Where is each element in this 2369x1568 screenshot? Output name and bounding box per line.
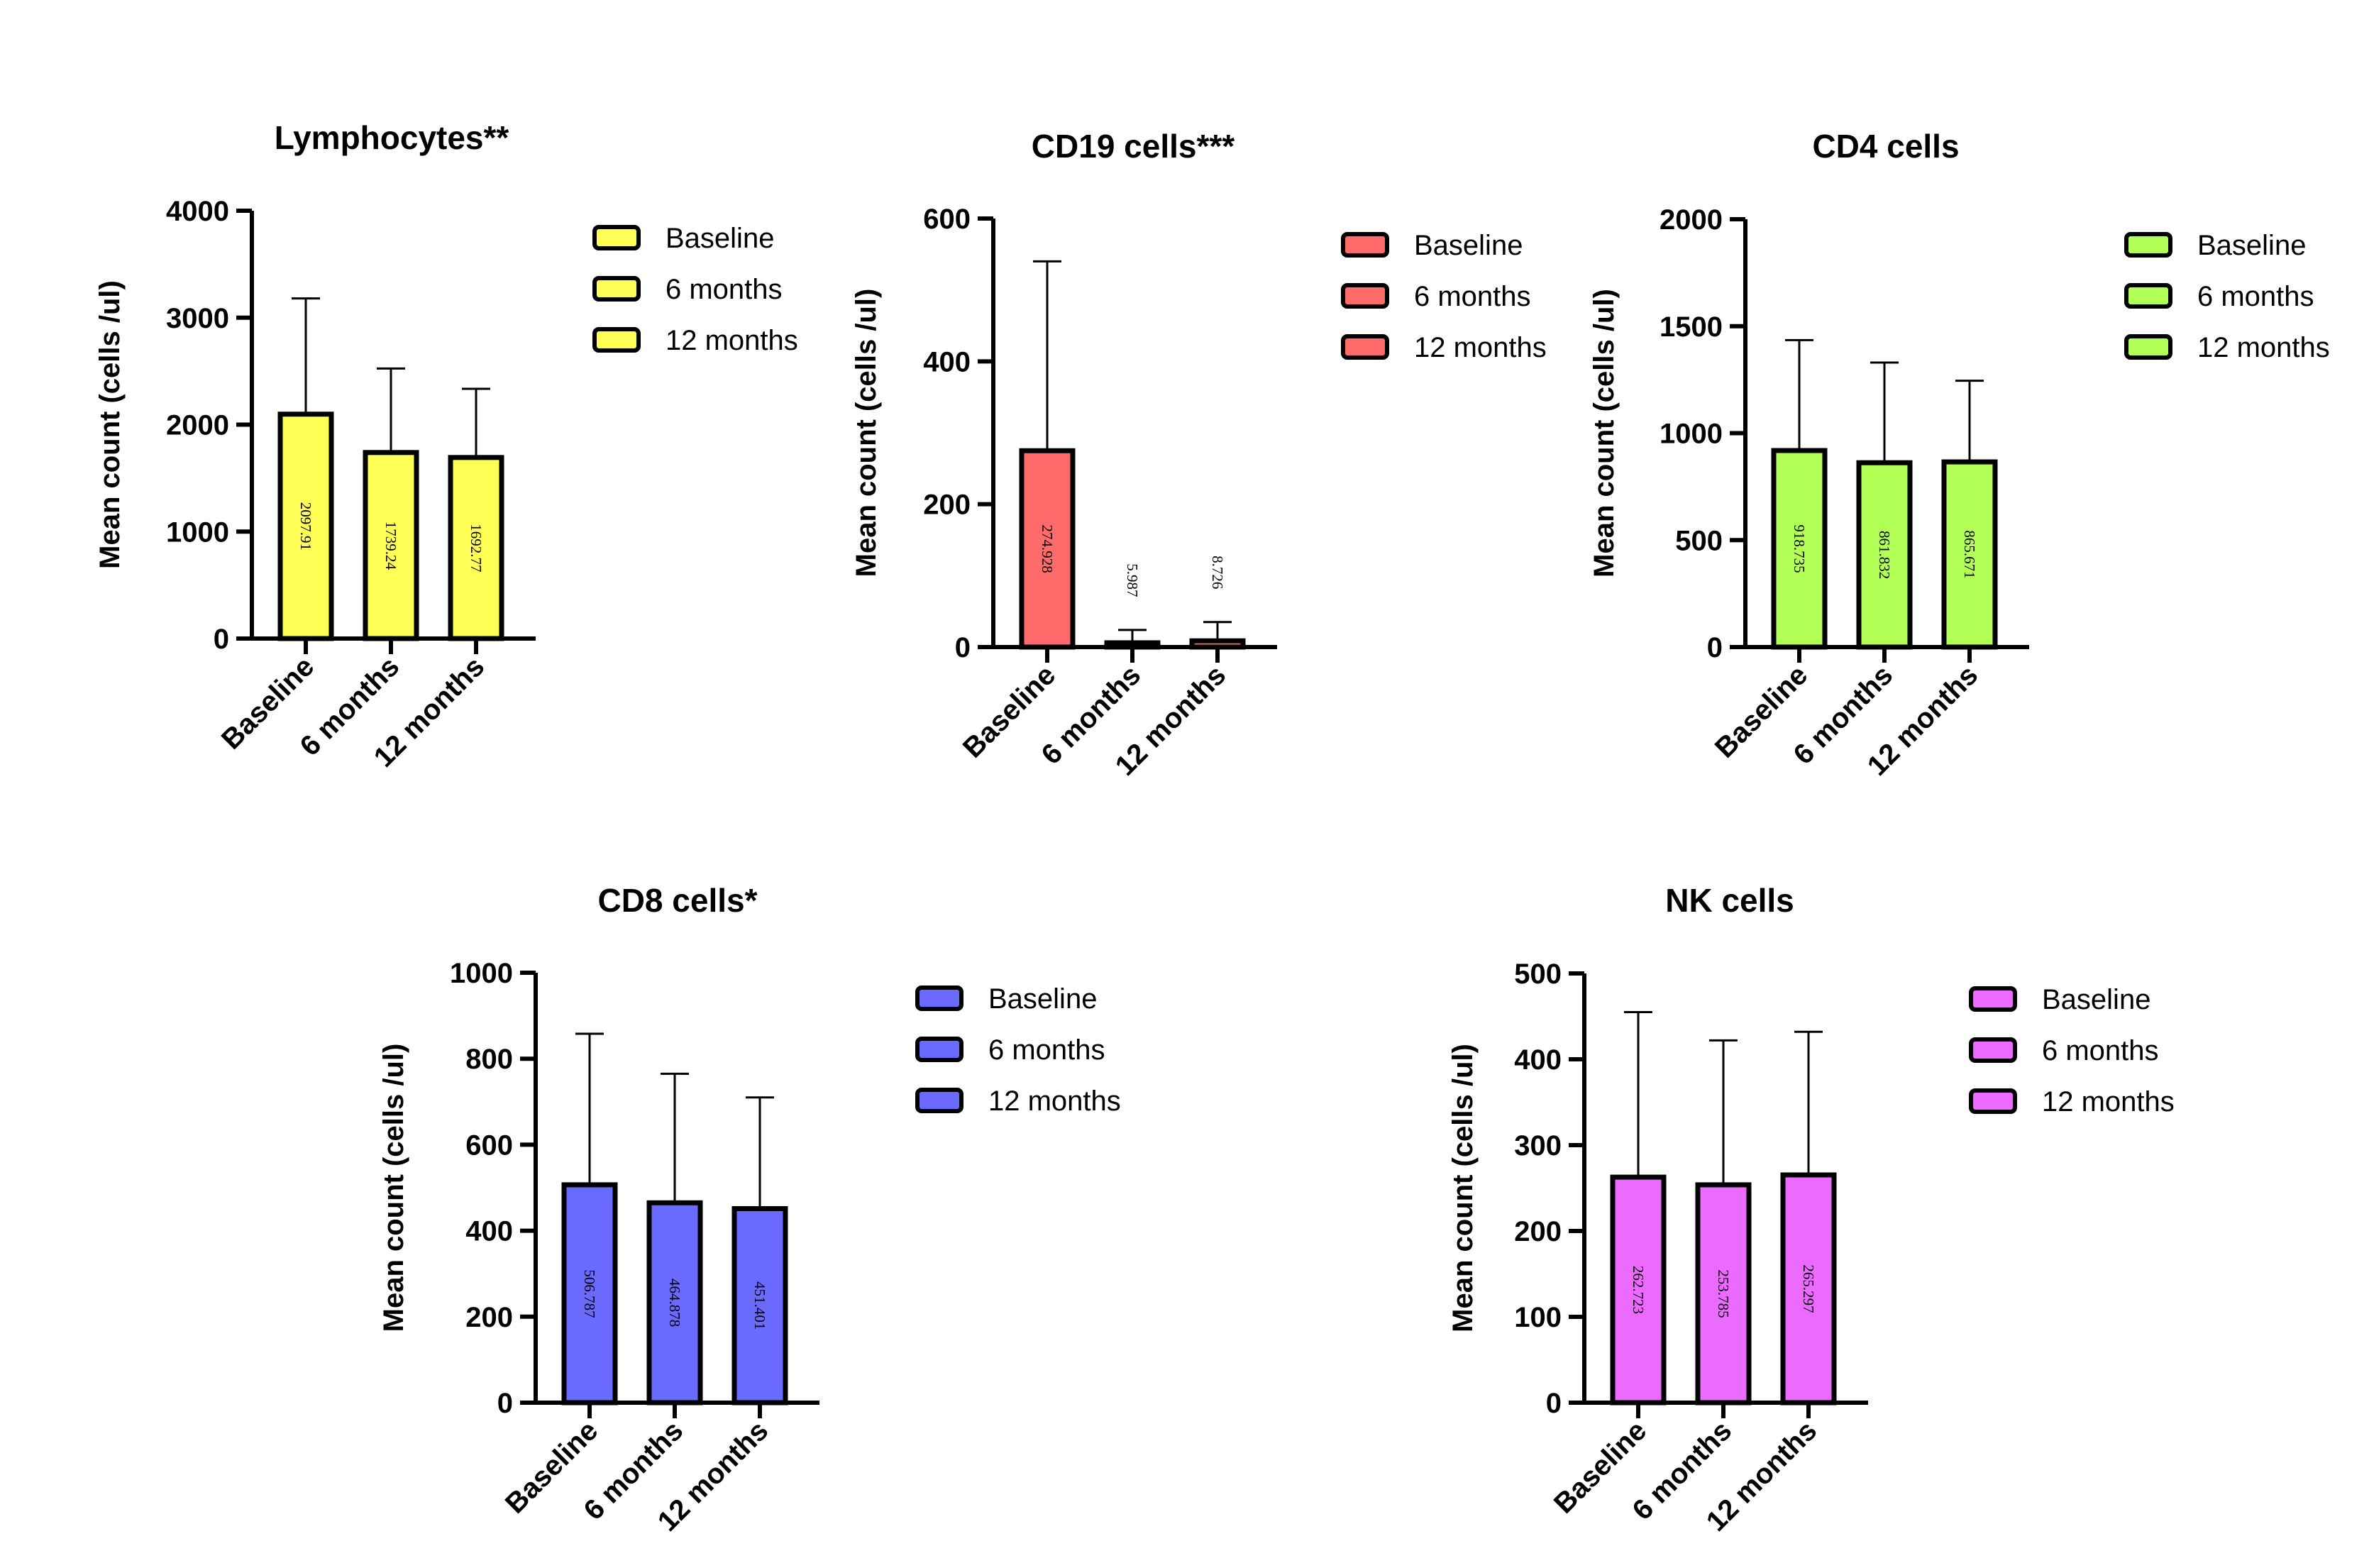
data-label: 265.297 (1800, 1264, 1817, 1313)
legend-label: 6 months (1414, 281, 1531, 312)
y-tick-label: 2000 (166, 410, 229, 441)
data-label: 464.878 (666, 1279, 683, 1327)
y-tick-label: 0 (497, 1388, 513, 1419)
y-tick-label: 1500 (1660, 311, 1723, 343)
data-label: 1692.77 (468, 524, 485, 572)
y-tick-label: 600 (465, 1130, 513, 1161)
y-tick-label: 300 (1514, 1130, 1562, 1161)
chart-title: CD19 cells*** (1032, 128, 1235, 165)
y-tick-label: 100 (1514, 1302, 1562, 1333)
bar-6-months (1104, 640, 1161, 650)
y-tick-label: 1000 (450, 958, 513, 989)
data-label: 2097.91 (297, 502, 314, 551)
bar-baseline (561, 1182, 618, 1406)
data-label: 262.723 (1630, 1266, 1647, 1314)
legend-swatch (915, 1088, 963, 1113)
legend-swatch (592, 276, 641, 302)
data-label: 865.671 (1961, 530, 1978, 578)
legend-swatch (1341, 334, 1389, 360)
chart-title: NK cells (1665, 882, 1794, 919)
data-label: 918.735 (1791, 524, 1808, 573)
chart-panel-1: Lymphocytes** Mean count (cells /ul) 0 1000… (94, 119, 798, 773)
y-tick-label: 400 (923, 346, 971, 377)
y-tick-label: 200 (1514, 1216, 1562, 1247)
legend-swatch (1969, 1088, 2017, 1114)
data-label: 274.928 (1039, 524, 1056, 573)
chart-title: CD8 cells* (597, 882, 757, 919)
y-tick-label: 0 (214, 624, 229, 655)
chart-title: CD4 cells (1812, 128, 1959, 165)
y-tick-label: 2000 (1660, 204, 1723, 236)
y-tick-label: 0 (1707, 632, 1723, 663)
data-label: 253.785 (1715, 1269, 1732, 1318)
data-label: 861.832 (1876, 531, 1893, 579)
y-tick-label: 0 (955, 632, 971, 663)
y-tick-label: 800 (465, 1044, 513, 1075)
y-axis-label: Mean count (cells /ul) (851, 289, 882, 578)
chart-panels: Lymphocytes**Mean count (cells /ul)01000… (94, 119, 2330, 1537)
y-tick-label: 400 (465, 1216, 513, 1247)
y-axis-label: Mean count (cells /ul) (1447, 1044, 1479, 1332)
legend-label: Baseline (1414, 230, 1523, 261)
legend-swatch (915, 985, 963, 1011)
legend-swatch (592, 327, 641, 353)
y-tick-label: 4000 (166, 196, 229, 227)
legend-swatch (2124, 232, 2172, 258)
chart-panel-5: NK cells Mean count (cells /ul) 0 100 200 300… (1447, 882, 2175, 1537)
chart-panel-2: CD19 cells*** Mean count (cells /ul) 0 200 4… (851, 128, 1547, 782)
y-tick-label: 500 (1514, 959, 1562, 990)
data-label: 8.726 (1209, 556, 1226, 589)
legend-label: Baseline (2042, 984, 2150, 1015)
legend-swatch (592, 225, 641, 250)
data-label: 506.787 (581, 1269, 598, 1318)
data-label: 451.401 (751, 1281, 768, 1330)
y-axis-label: Mean count (cells /ul) (378, 1044, 409, 1332)
legend-label: 12 months (666, 325, 798, 356)
legend-label: 6 months (2042, 1035, 2159, 1066)
bar-12-months (1780, 1172, 1837, 1406)
legend-label: 6 months (988, 1034, 1105, 1066)
y-tick-label: 200 (465, 1302, 513, 1333)
legend-label: Baseline (988, 983, 1097, 1015)
y-tick-label: 600 (923, 204, 971, 235)
bar-12-months (448, 455, 504, 641)
y-tick-label: 1000 (166, 517, 229, 548)
bar-12-months (1189, 638, 1246, 650)
y-tick-label: 1000 (1660, 419, 1723, 450)
y-axis-label: Mean count (cells /ul) (94, 280, 126, 569)
legend-label: 6 months (666, 274, 783, 305)
legend-swatch (1969, 986, 2017, 1012)
y-tick-label: 3000 (166, 303, 229, 334)
legend-swatch (1341, 232, 1389, 258)
y-tick-label: 500 (1675, 525, 1723, 556)
bar-baseline (1610, 1174, 1667, 1406)
legend-label: Baseline (666, 223, 774, 254)
data-label: 1739.24 (382, 521, 399, 570)
legend-swatch (2124, 283, 2172, 309)
legend-swatch (2124, 334, 2172, 360)
legend-label: 12 months (988, 1086, 1121, 1117)
bar-baseline (1019, 448, 1076, 650)
legend-label: 6 months (2197, 281, 2314, 312)
legend-label: 12 months (2042, 1086, 2175, 1117)
y-axis-label: Mean count (cells /ul) (1589, 289, 1620, 578)
y-tick-label: 0 (1546, 1388, 1562, 1419)
data-label: 5.987 (1124, 563, 1141, 597)
legend-label: 12 months (1414, 332, 1547, 363)
chart-panel-4: CD8 cells* Mean count (cells /ul) 0 200 400 6… (378, 882, 1121, 1537)
legend-label: 12 months (2197, 332, 2330, 363)
y-tick-label: 200 (923, 490, 971, 521)
legend-swatch (915, 1037, 963, 1062)
legend-swatch (1341, 283, 1389, 309)
chart-panel-3: CD4 cells Mean count (cells /ul) 0 500 1000 1… (1589, 128, 2330, 782)
legend-swatch (1969, 1037, 2017, 1063)
legend-label: Baseline (2197, 230, 2306, 261)
chart-title: Lymphocytes** (275, 119, 509, 156)
y-tick-label: 400 (1514, 1044, 1562, 1076)
